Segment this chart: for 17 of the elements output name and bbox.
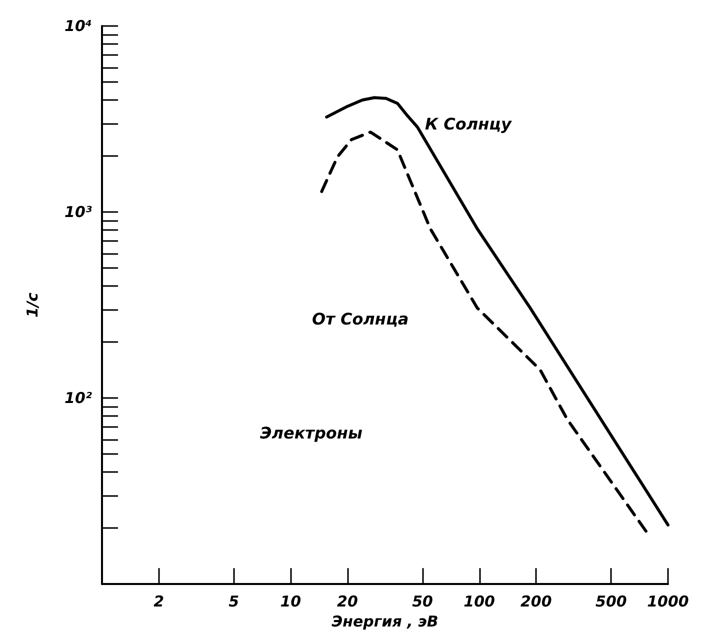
y-axis-title: 1/с <box>24 292 42 318</box>
x-axis-title: Энергия , эВ <box>332 612 438 630</box>
annotation: К Солнцу <box>425 114 512 134</box>
x-tick-label: 50 <box>412 592 433 611</box>
x-tick-label: 20 <box>337 592 358 611</box>
x-tick-label: 10 <box>280 592 302 611</box>
y-tick-label: 10⁴ <box>64 17 92 35</box>
x-tick-label: 1000 <box>647 592 689 611</box>
x-tick-label: 200 <box>520 592 552 611</box>
x-tick-label: 5 <box>228 592 240 611</box>
annotation: Электроны <box>260 424 363 442</box>
x-tick-label: 500 <box>596 592 627 611</box>
y-tick-label: 10³ <box>64 203 92 222</box>
x-tick-label: 2 <box>154 592 164 611</box>
x-tick-label: 100 <box>464 592 495 611</box>
y-tick-label: 10² <box>64 389 92 408</box>
annotation: От Солнца <box>312 310 409 328</box>
